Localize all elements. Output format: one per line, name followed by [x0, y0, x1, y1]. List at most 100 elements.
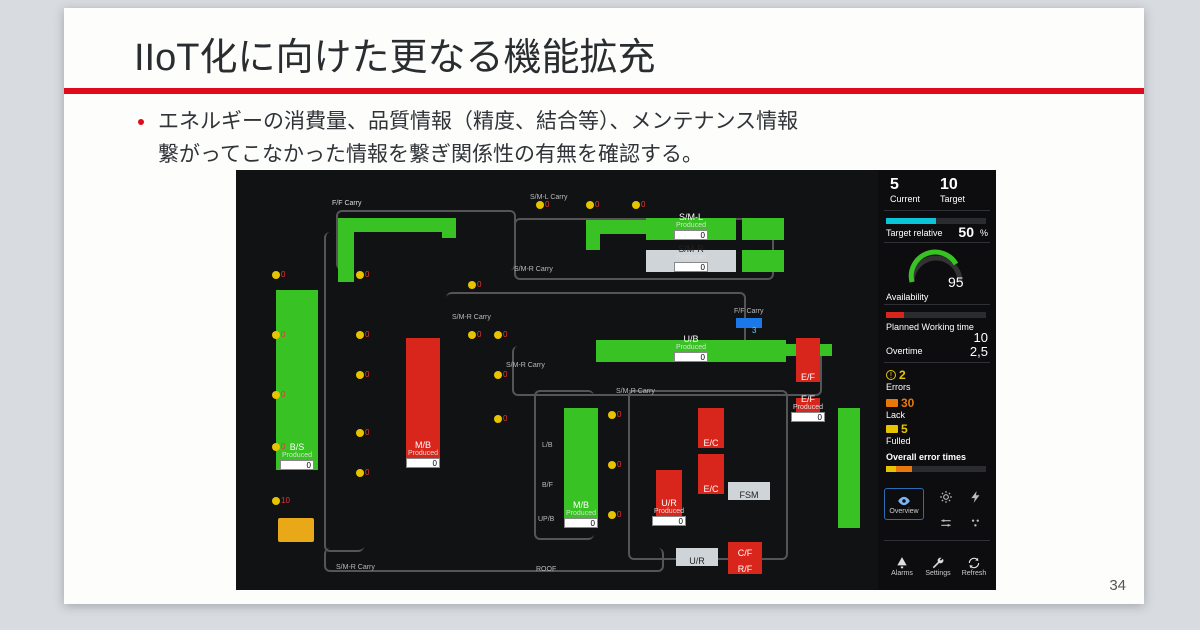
slide-title: IIoT化に向けた更なる機能拡充: [134, 26, 655, 81]
kpi-panel: 5 Current 10 Target Target relative 50 %…: [878, 170, 996, 590]
alarm-marker: 10: [272, 496, 290, 505]
gear-icon-button[interactable]: [930, 484, 962, 510]
pipe: [586, 220, 600, 250]
alarm-marker: 0: [608, 510, 621, 519]
kpi-pwt-label: Planned Working time: [886, 322, 974, 332]
refresh-button[interactable]: Refresh: [956, 548, 992, 584]
alarm-marker: 0: [356, 468, 369, 477]
accent-bar: [64, 88, 1144, 94]
station-ur_wht[interactable]: U/R: [676, 548, 718, 566]
kpi-ot-val: 2,5: [970, 344, 988, 359]
kpi-oet-label: Overall error times: [886, 452, 966, 462]
station-fsm[interactable]: FSM: [728, 482, 770, 500]
oet-fill-o: [896, 466, 912, 472]
bullet-icon: [138, 119, 144, 125]
alarm-marker: 0: [272, 330, 285, 339]
station-smr[interactable]: S/M-RProduced0: [646, 250, 736, 272]
alarm-marker: 0: [494, 414, 507, 423]
upb-label: UP/B: [538, 516, 554, 523]
station-ub[interactable]: U/BProduced0: [596, 340, 786, 362]
station-sml[interactable]: S/M-LProduced0: [646, 218, 736, 240]
misc-icon-button[interactable]: [930, 510, 962, 536]
kpi-avail-val: 95: [948, 274, 964, 290]
bolt-icon-button[interactable]: [960, 484, 992, 510]
page-number: 34: [1109, 577, 1126, 594]
station-ef1[interactable]: E/F: [796, 338, 820, 382]
car-icon: [278, 518, 314, 542]
wrench-icon: [930, 556, 946, 570]
alarm-marker: 0: [586, 200, 599, 209]
warning-icon: !: [886, 370, 896, 380]
station-tall_grn[interactable]: [838, 408, 860, 528]
station-mb_grn[interactable]: M/BProduced0: [564, 408, 598, 528]
smr-carry-label: S/M-R Carry: [514, 266, 553, 273]
smr-carry-label-2: S/M-R Carry: [452, 314, 491, 321]
station-cf[interactable]: C/F: [728, 542, 762, 558]
lb-label: L/B: [542, 442, 553, 449]
refresh-icon: [966, 556, 982, 570]
kpi-target-rel-unit: %: [980, 228, 988, 238]
kpi-errors-label: Errors: [886, 382, 911, 392]
kpi-target-label: Target: [940, 194, 965, 204]
slide: IIoT化に向けた更なる機能拡充 エネルギーの消費量、品質情報（精度、結合等）、…: [64, 8, 1144, 604]
alarm-marker: 0: [356, 270, 369, 279]
ff-carry-label-2: F/F Carry: [734, 308, 764, 315]
station-ec2[interactable]: E/C: [698, 454, 724, 494]
kpi-lack-val: 30: [901, 396, 914, 410]
alarm-marker: 0: [272, 442, 285, 451]
pipe: [442, 218, 456, 238]
kpi-avail-label: Availability: [886, 292, 928, 302]
station-mb_red[interactable]: M/BProduced0: [406, 338, 440, 468]
track: [324, 548, 664, 572]
alarm-marker: 0: [356, 330, 369, 339]
sliders-icon: [938, 516, 954, 530]
eye-icon: [896, 494, 912, 508]
alarm-marker: 0: [468, 330, 481, 339]
ff-carry-label: F/F Carry: [332, 200, 362, 207]
alarm-marker: 0: [468, 280, 481, 289]
alarm-marker: 0: [608, 460, 621, 469]
oet-fill-y: [886, 466, 896, 472]
roof-label: ROOF: [536, 566, 556, 573]
kpi-fulled-val: 5: [901, 422, 908, 436]
station-ef2[interactable]: E/FProduced0: [796, 398, 820, 422]
bf-label: B/F: [542, 482, 553, 489]
kpi-target-val: 10: [940, 176, 965, 194]
pwt-fill: [886, 312, 904, 318]
station-smr-ext: [742, 250, 784, 272]
bolt-icon: [968, 490, 984, 504]
kpi-ot-label: Overtime: [886, 346, 923, 356]
ff-carry-count: 3: [752, 326, 756, 335]
alarm-icon: [894, 556, 910, 570]
alarm-marker: 0: [494, 370, 507, 379]
hmi-screen: F/F Carry S/M-L Carry S/M-R Carry S/M-R …: [236, 170, 996, 590]
kpi-lack-label: Lack: [886, 410, 905, 420]
alarm-marker: 0: [356, 370, 369, 379]
ff-carry-box: [736, 318, 762, 328]
pipe: [338, 218, 456, 232]
kpi-current-val: 5: [890, 176, 920, 194]
alarms-button[interactable]: Alarms: [884, 548, 920, 584]
misc2-icon-button[interactable]: [960, 510, 992, 536]
kpi-target-rel-label: Target relative: [886, 228, 943, 238]
settings-button[interactable]: Settings: [920, 548, 956, 584]
kpi-current-label: Current: [890, 194, 920, 204]
car-icon: [886, 425, 898, 433]
dots-icon: [968, 516, 984, 530]
alarm-marker: 0: [608, 410, 621, 419]
smr-carry-label-3: S/M-R Carry: [506, 362, 545, 369]
alarm-marker: 0: [272, 390, 285, 399]
smr-carry-label-4: S/M-R Carry: [616, 388, 655, 395]
target-rel-fill: [886, 218, 936, 224]
station-ur_red[interactable]: U/RProduced0: [656, 470, 682, 526]
station-ec1[interactable]: E/C: [698, 408, 724, 448]
alarm-marker: 0: [356, 428, 369, 437]
gear-icon: [938, 490, 954, 504]
alarm-marker: 0: [494, 330, 507, 339]
alarm-marker: 0: [536, 200, 549, 209]
overview-button[interactable]: Overview: [884, 488, 924, 520]
station-rf[interactable]: R/F: [728, 558, 762, 574]
alarm-marker: 0: [632, 200, 645, 209]
bullet-text: エネルギーの消費量、品質情報（精度、結合等）、メンテナンス情報 繋がってこなかっ…: [158, 106, 798, 171]
kpi-target-rel-val: 50: [958, 224, 974, 240]
